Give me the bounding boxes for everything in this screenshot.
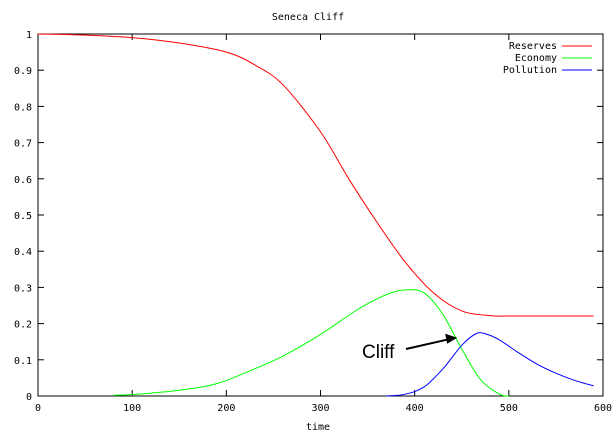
- y-tick-label: 0: [26, 392, 32, 403]
- cliff-annotation-text: Cliff: [362, 342, 395, 363]
- y-tick-label: 0.1: [14, 356, 32, 367]
- x-tick-label: 100: [123, 403, 141, 414]
- x-tick-label: 200: [217, 403, 235, 414]
- series-line-pollution: [386, 332, 594, 397]
- x-tick-label: 300: [311, 403, 329, 414]
- cliff-arrowhead: [445, 333, 458, 344]
- tick-labels: 0 100 200 300 400 500 600 0 0.1 0.2 0.3 0.4 0.5 0.6 0.…: [14, 30, 612, 414]
- series-line-reserves: [37, 33, 594, 317]
- x-tick-label: 600: [594, 403, 612, 414]
- y-tick-label: 0.6: [14, 175, 32, 186]
- legend-label-economy: Economy: [515, 53, 557, 64]
- y-tick-label: 0.3: [14, 283, 32, 294]
- y-tick-label: 0.2: [14, 320, 32, 331]
- x-axis-label: time: [306, 422, 330, 433]
- series-lines: [37, 33, 594, 397]
- x-tick-label: 500: [500, 403, 518, 414]
- x-tick-label: 0: [35, 403, 41, 414]
- cliff-annotation: Cliff: [362, 333, 458, 363]
- y-tick-label: 0.9: [14, 66, 32, 77]
- y-tick-label: 0.5: [14, 211, 32, 222]
- cliff-arrow: [405, 338, 450, 350]
- x-tick-label: 400: [406, 403, 424, 414]
- y-tick-label: 1: [26, 30, 32, 41]
- legend-label-reserves: Reserves: [509, 41, 557, 52]
- plot-frame: [37, 33, 604, 397]
- legend-label-pollution: Pollution: [503, 65, 557, 76]
- y-tick-label: 0.8: [14, 102, 32, 113]
- series-line-economy: [113, 289, 509, 397]
- y-tick-label: 0.4: [14, 247, 32, 258]
- axis-ticks: [37, 33, 604, 397]
- y-tick-label: 0.7: [14, 139, 32, 150]
- chart-title: Seneca Cliff: [272, 12, 344, 23]
